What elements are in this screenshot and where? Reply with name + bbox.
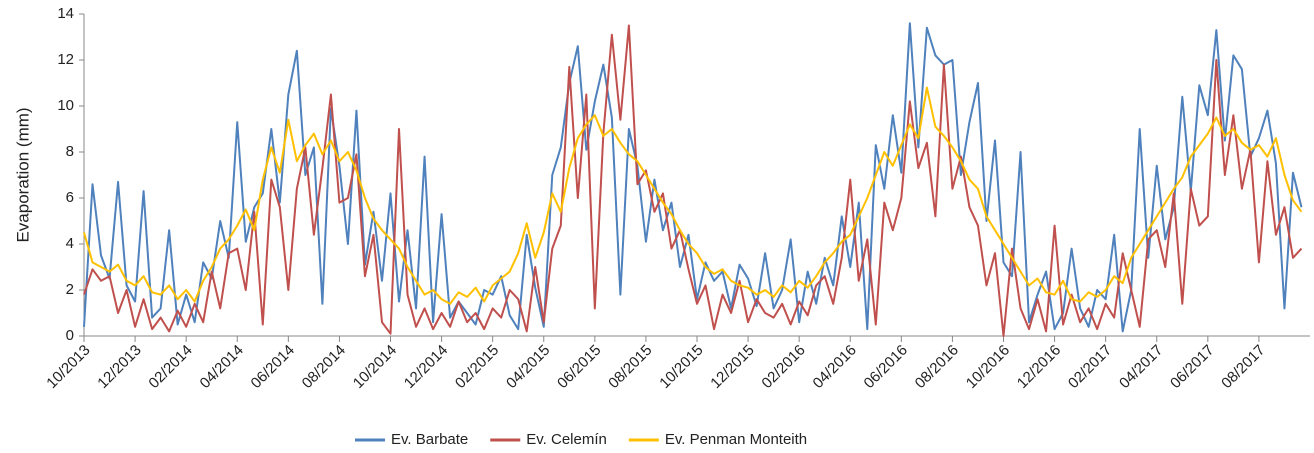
data-line	[83, 22, 1303, 333]
x-tick-label: 04/2015	[503, 342, 553, 392]
y-tick-label: 10	[57, 97, 74, 114]
data-line	[83, 24, 1303, 337]
x-tick-label: 04/2014	[197, 342, 247, 392]
y-tick-label: 0	[66, 327, 74, 344]
x-tick-label: 10/2014	[350, 342, 400, 392]
x-tick-label: 04/2016	[810, 342, 860, 392]
x-tick-label: 12/2016	[1014, 342, 1064, 392]
x-tick-label: 08/2017	[1218, 342, 1268, 392]
x-tick-label: 02/2017	[1065, 342, 1115, 392]
x-tick-label: 06/2017	[1167, 342, 1217, 392]
legend-label: Ev. Penman Monteith	[665, 431, 807, 448]
x-tick-label: 06/2014	[248, 342, 298, 392]
x-tick-label: 08/2014	[299, 342, 349, 392]
x-tick-label: 12/2015	[707, 342, 757, 392]
y-tick-label: 2	[66, 281, 74, 298]
x-tick-label: 10/2015	[656, 342, 706, 392]
y-tick-label: 12	[57, 51, 74, 68]
x-tick-label: 02/2015	[452, 342, 502, 392]
x-tick-label: 04/2017	[1116, 342, 1166, 392]
legend-label: Ev. Barbate	[391, 431, 468, 448]
y-tick-label: 8	[66, 143, 74, 160]
y-axis-label: Evaporation (mm)	[13, 107, 32, 242]
x-tick-label: 02/2016	[758, 342, 808, 392]
x-tick-label: 02/2014	[145, 342, 195, 392]
x-tick-label: 10/2013	[43, 342, 93, 392]
y-tick-label: 4	[66, 235, 74, 252]
legend-label: Ev. Celemín	[526, 431, 607, 448]
x-tick-label: 08/2015	[605, 342, 655, 392]
data-line	[83, 86, 1303, 305]
x-tick-label: 10/2016	[963, 342, 1013, 392]
y-tick-label: 6	[66, 189, 74, 206]
x-tick-label: 12/2014	[401, 342, 451, 392]
y-tick-label: 14	[57, 5, 74, 22]
x-tick-label: 06/2016	[861, 342, 911, 392]
x-tick-label: 12/2013	[94, 342, 144, 392]
x-tick-label: 08/2016	[912, 342, 962, 392]
x-tick-label: 06/2015	[554, 342, 604, 392]
